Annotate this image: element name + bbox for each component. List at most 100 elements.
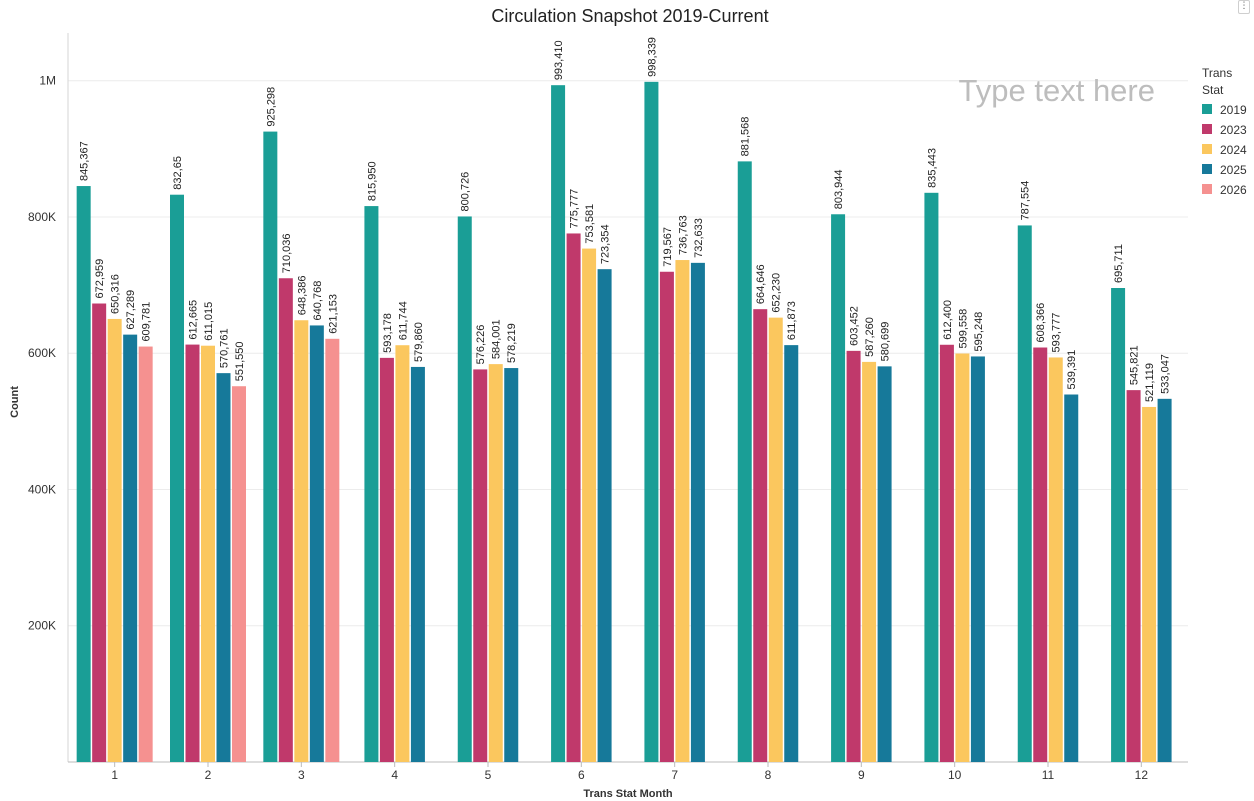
bar[interactable] xyxy=(1142,406,1157,762)
x-tick-label: 5 xyxy=(485,768,492,782)
bar-data-label: 545,821 xyxy=(1129,345,1141,385)
bar[interactable] xyxy=(232,386,246,762)
bar[interactable] xyxy=(123,334,138,762)
x-tick-label: 10 xyxy=(948,768,962,782)
bar[interactable] xyxy=(457,216,472,763)
bar-data-label: 775,777 xyxy=(569,189,581,229)
bar[interactable] xyxy=(278,278,293,762)
x-tick-label: 3 xyxy=(298,768,305,782)
bar-data-label: 815,950 xyxy=(366,161,378,201)
bar[interactable] xyxy=(488,364,503,762)
bar-data-label: 576,226 xyxy=(475,325,487,365)
bar[interactable] xyxy=(566,233,581,762)
x-tick-label: 8 xyxy=(765,768,772,782)
bar[interactable] xyxy=(939,344,954,762)
text-placeholder[interactable]: Type text here xyxy=(959,73,1155,108)
legend-swatch xyxy=(1202,144,1212,154)
legend-swatch xyxy=(1202,184,1212,194)
bar[interactable] xyxy=(473,369,488,762)
bar[interactable] xyxy=(1017,225,1032,762)
legend-swatch xyxy=(1202,164,1212,174)
bar-data-label: 723,354 xyxy=(600,224,612,264)
y-tick-label: 800K xyxy=(28,210,56,224)
legend-label[interactable]: 2025 xyxy=(1220,163,1247,177)
legend-label[interactable]: 2024 xyxy=(1220,143,1247,157)
bar[interactable] xyxy=(1157,398,1172,762)
bar-data-label: 611,873 xyxy=(786,301,798,340)
bar[interactable] xyxy=(379,357,394,762)
bar-data-label: 664,646 xyxy=(755,264,767,304)
bar[interactable] xyxy=(395,345,410,762)
more-options-icon[interactable]: ⋮ xyxy=(1238,0,1250,14)
bar-data-label: 732,633 xyxy=(693,218,705,258)
y-tick-label: 200K xyxy=(28,619,56,633)
bar-data-label: 611,015 xyxy=(203,302,215,341)
bar[interactable] xyxy=(644,81,659,762)
bar-data-label: 612,400 xyxy=(942,300,954,340)
bar-data-label: 584,001 xyxy=(491,319,503,359)
bar[interactable] xyxy=(955,353,970,762)
bar[interactable] xyxy=(582,248,597,763)
bar[interactable] xyxy=(107,318,122,762)
x-tick-label: 2 xyxy=(205,768,212,782)
bar[interactable] xyxy=(877,366,892,762)
bar-data-label: 587,260 xyxy=(864,317,876,357)
bar[interactable] xyxy=(263,131,278,763)
bar[interactable] xyxy=(1048,357,1063,762)
bar-data-label: 578,219 xyxy=(506,323,518,363)
bar[interactable] xyxy=(201,345,215,762)
bar[interactable] xyxy=(1033,347,1048,762)
x-tick-label: 12 xyxy=(1135,768,1149,782)
bar[interactable] xyxy=(551,85,566,763)
bar[interactable] xyxy=(410,366,425,762)
bar[interactable] xyxy=(76,186,91,762)
bar[interactable] xyxy=(1111,288,1126,762)
bar[interactable] xyxy=(690,262,705,762)
bar[interactable] xyxy=(924,192,939,762)
bar-data-label: 621,153 xyxy=(327,294,339,334)
bar[interactable] xyxy=(1126,390,1141,762)
bar[interactable] xyxy=(170,194,184,762)
x-tick-label: 1 xyxy=(111,768,118,782)
bar-data-label: 925,298 xyxy=(265,87,277,127)
bar[interactable] xyxy=(597,269,612,762)
legend-label[interactable]: 2023 xyxy=(1220,123,1247,137)
bar[interactable] xyxy=(970,356,985,762)
bar-data-label: 579,860 xyxy=(413,322,425,362)
bar[interactable] xyxy=(1064,394,1079,762)
bar-data-label: 533,047 xyxy=(1160,354,1172,394)
bar[interactable] xyxy=(364,206,379,762)
legend-label[interactable]: 2026 xyxy=(1220,183,1247,197)
bar-data-label: 800,726 xyxy=(460,172,472,212)
bar-data-label: 611,744 xyxy=(397,301,409,340)
bar[interactable] xyxy=(831,214,846,763)
bar[interactable] xyxy=(768,317,783,762)
legend-label[interactable]: 2019 xyxy=(1220,103,1247,117)
bar[interactable] xyxy=(309,325,324,762)
bar[interactable] xyxy=(846,350,861,762)
bar-data-label: 881,568 xyxy=(740,117,752,157)
bar[interactable] xyxy=(675,260,690,762)
bar[interactable] xyxy=(185,344,200,762)
bar-data-label: 993,410 xyxy=(553,40,565,80)
bar[interactable] xyxy=(216,373,231,762)
bars xyxy=(76,81,1172,763)
bar-data-label: 648,386 xyxy=(296,275,308,315)
bar[interactable] xyxy=(325,338,340,762)
bar[interactable] xyxy=(862,361,877,762)
bar[interactable] xyxy=(753,309,768,762)
bar[interactable] xyxy=(737,161,752,762)
bar[interactable] xyxy=(784,345,799,762)
bar-data-label: 640,768 xyxy=(312,281,324,321)
bar-data-label: 580,699 xyxy=(880,322,892,362)
bar-data-label: 998,339 xyxy=(646,37,658,77)
bar[interactable] xyxy=(138,346,153,762)
bar[interactable] xyxy=(504,368,519,762)
bar[interactable] xyxy=(92,303,107,762)
bar-data-label: 609,781 xyxy=(141,302,153,342)
bar[interactable] xyxy=(294,320,309,762)
bar[interactable] xyxy=(659,271,674,762)
bar-data-label: 753,581 xyxy=(584,204,596,244)
bar-data-label: 719,567 xyxy=(662,227,674,267)
bar-data-label: 612,665 xyxy=(188,300,200,340)
